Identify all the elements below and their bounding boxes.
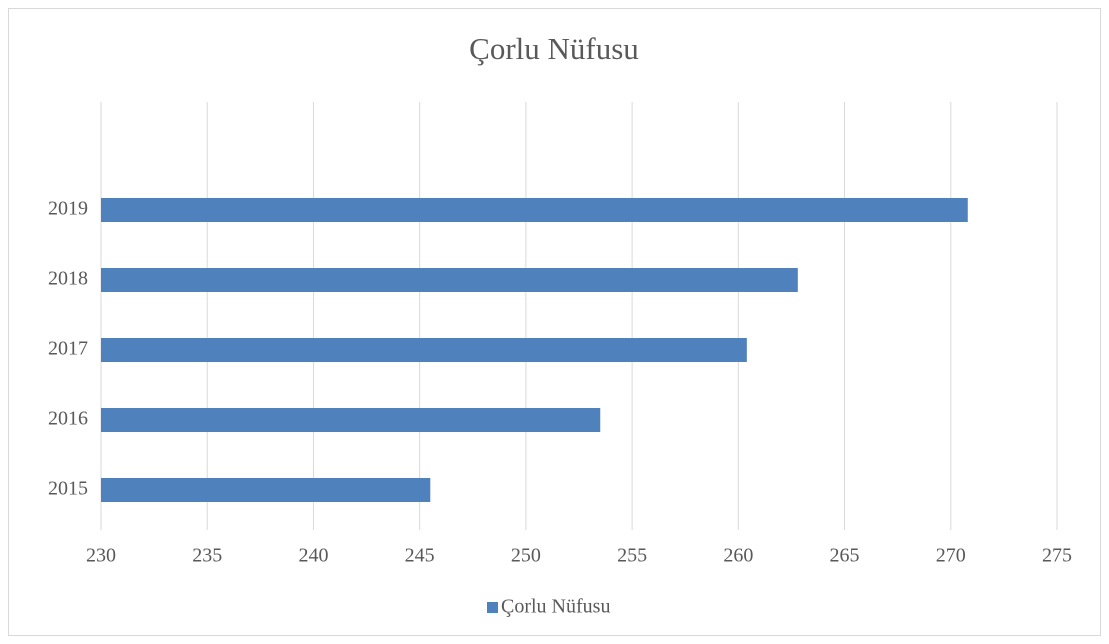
x-tick-label: 265 <box>830 545 860 567</box>
y-tick-label: 2015 <box>48 478 88 500</box>
y-tick-label: 2018 <box>48 268 88 290</box>
x-tick-label: 250 <box>511 545 541 567</box>
x-tick-label: 235 <box>192 545 222 567</box>
bar <box>101 268 798 292</box>
legend-swatch <box>487 602 498 613</box>
x-tick-label: 245 <box>405 545 435 567</box>
y-tick-label: 2019 <box>48 198 88 220</box>
x-tick-label: 240 <box>298 545 328 567</box>
x-tick-label: 270 <box>936 545 966 567</box>
bar <box>101 478 431 502</box>
y-tick-label: 2016 <box>48 408 88 430</box>
x-tick-label: 275 <box>1042 545 1072 567</box>
bar <box>101 408 601 432</box>
x-tick-label: 255 <box>617 545 647 567</box>
chart-border <box>8 8 1101 636</box>
bar <box>101 198 968 222</box>
y-tick-label: 2017 <box>48 338 88 360</box>
x-tick-label: 260 <box>723 545 753 567</box>
x-tick-label: 230 <box>86 545 116 567</box>
legend-label: Çorlu Nüfusu <box>501 596 610 618</box>
bar <box>101 338 747 362</box>
chart-title: Çorlu Nüfusu <box>469 31 639 66</box>
